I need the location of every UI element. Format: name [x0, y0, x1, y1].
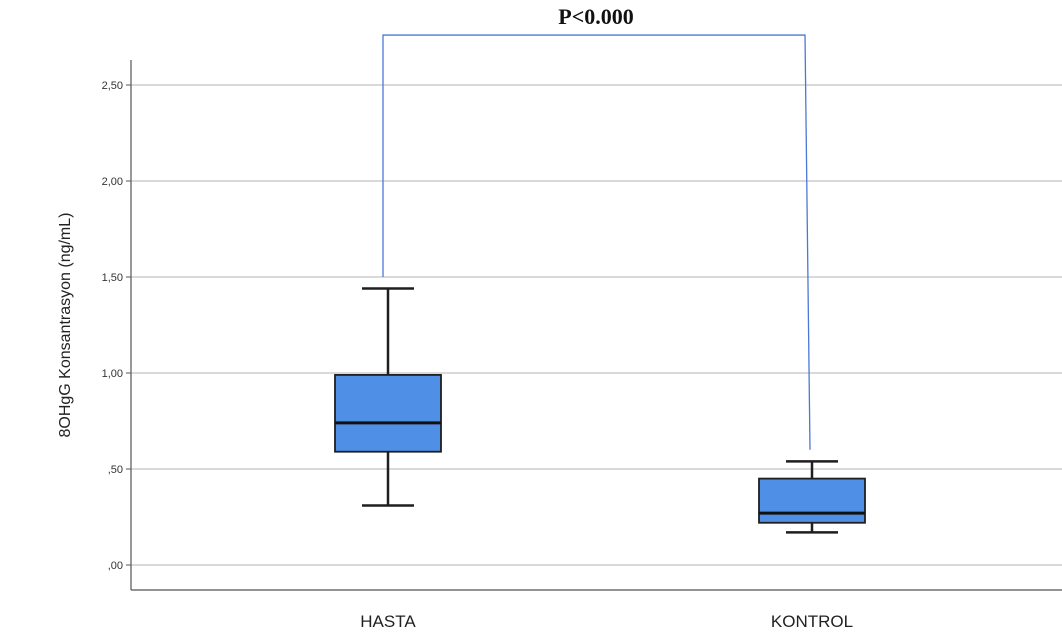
y-tick-label: 1,50 [102, 272, 123, 284]
significance-label: P<0.000 [558, 4, 633, 29]
bracket-line [382, 34, 811, 450]
y-tick-label: 2,00 [102, 176, 123, 188]
box-hasta [334, 287, 442, 507]
x-category-label: KONTROL [771, 612, 853, 631]
box-kontrol [758, 460, 866, 534]
significance-bracket [382, 34, 811, 450]
iqr-box [334, 374, 442, 453]
y-tick-label: 2,50 [102, 80, 123, 92]
y-tick-labels: ,00 ,50 1,00 1,50 2,00 2,50 [102, 80, 131, 572]
gridlines [131, 84, 1062, 566]
y-tick-label: ,00 [108, 560, 123, 572]
y-axis-title: 8OHgG Konsantrasyon (ng/mL) [57, 213, 74, 438]
y-tick-label: 1,00 [102, 368, 123, 380]
x-category-labels: HASTA KONTROL [360, 612, 853, 631]
y-tick-label: ,50 [108, 464, 123, 476]
iqr-box [758, 477, 866, 524]
x-category-label: HASTA [360, 612, 416, 631]
boxes [334, 287, 866, 534]
axes [130, 60, 1062, 591]
